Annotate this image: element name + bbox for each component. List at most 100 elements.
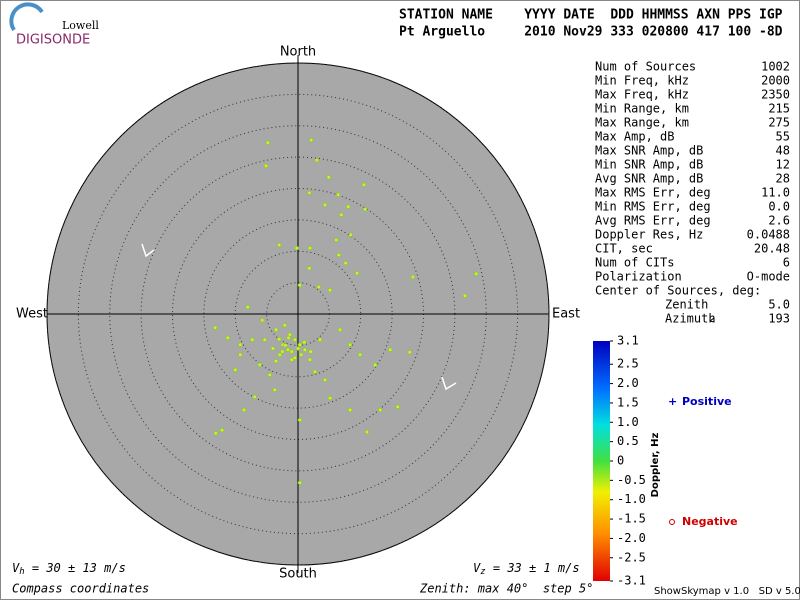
source-point xyxy=(295,346,301,351)
source-point xyxy=(213,325,218,330)
colorbar-tick-label: -2.5 xyxy=(617,550,646,564)
source-point xyxy=(361,182,366,187)
stat-label: Min Freq, kHz xyxy=(595,74,689,88)
colorbar-tick-label: -0.5 xyxy=(617,473,646,487)
source-point xyxy=(238,342,243,347)
sky-plot xyxy=(46,55,550,573)
center-title: Center of Sources, deg: xyxy=(595,284,761,298)
vz-label: Vz = 33 ± 1 m/s xyxy=(473,561,580,577)
source-point xyxy=(289,349,294,354)
logo-top: Lowell xyxy=(62,19,99,32)
source-point xyxy=(309,138,314,143)
source-point xyxy=(225,335,230,340)
stat-label: Max SNR Amp, dB xyxy=(595,144,703,158)
source-point xyxy=(213,431,218,436)
source-point xyxy=(292,355,297,361)
source-point xyxy=(354,271,360,276)
source-point xyxy=(307,266,312,271)
source-point xyxy=(307,357,313,362)
logo-swoosh xyxy=(9,2,44,32)
marker xyxy=(441,376,457,391)
source-point xyxy=(407,350,412,355)
source-point xyxy=(388,347,393,352)
source-point xyxy=(378,407,383,413)
source-point xyxy=(263,163,269,169)
source-point xyxy=(307,190,312,195)
positive-label: Positive xyxy=(682,395,732,408)
source-point xyxy=(339,212,344,217)
east-label: East xyxy=(552,307,580,322)
stat-value: 2000 xyxy=(761,74,790,88)
source-point xyxy=(302,347,308,352)
stat-label: Num of CITs xyxy=(595,256,674,270)
colorbar-tick-label: 2.5 xyxy=(617,357,639,371)
source-point xyxy=(312,369,318,374)
source-point xyxy=(348,232,353,238)
source-point xyxy=(347,407,353,413)
zenith-label: Zenith: max 40° step 5° xyxy=(419,582,593,596)
version-label: ShowSkymap v 1.0 SD v 5.0 xyxy=(654,586,800,597)
source-point xyxy=(337,327,343,332)
header-columns: STATION NAME YYYY DATE DDD HHMMSS AXN PP… xyxy=(399,8,783,23)
source-point xyxy=(395,404,400,409)
source-point xyxy=(326,175,331,180)
stat-label: Num of Sources xyxy=(595,60,696,74)
source-point xyxy=(297,342,302,347)
stat-value: 11.0 xyxy=(761,186,790,200)
stat-value: 275 xyxy=(768,116,790,130)
colorbar-tick-label: -3.1 xyxy=(617,574,646,588)
stat-value: 215 xyxy=(768,102,790,116)
source-point xyxy=(277,337,282,342)
source-point xyxy=(250,337,255,342)
colorbar-tick-label: 0 xyxy=(617,454,624,468)
colorbar-tick-label: -2.0 xyxy=(617,531,646,545)
colorbar-tick-label: 3.1 xyxy=(617,334,639,348)
stat-label: Min RMS Err, deg xyxy=(595,200,711,214)
source-point xyxy=(327,395,333,401)
source-point xyxy=(410,274,415,280)
source-point xyxy=(327,288,333,293)
source-point xyxy=(280,349,285,354)
stat-value: 6 xyxy=(783,256,790,270)
source-point xyxy=(308,349,313,354)
source-point xyxy=(299,352,304,357)
stat-value: 0.0 xyxy=(768,200,790,214)
colorbar-title: Doppler, Hz xyxy=(650,433,661,498)
stat-label: Doppler Res, Hz xyxy=(595,228,703,242)
source-point xyxy=(314,158,319,163)
azimuth-icon xyxy=(709,317,715,323)
stat-value: 55 xyxy=(776,130,790,144)
source-point xyxy=(297,283,302,288)
colorbar-tick-label: -1.5 xyxy=(617,512,646,526)
source-point xyxy=(363,207,368,212)
source-point xyxy=(233,367,238,372)
negative-marker xyxy=(669,519,675,525)
source-point xyxy=(297,480,302,485)
logo-bottom: DIGISONDE xyxy=(16,33,90,48)
source-point xyxy=(347,342,353,347)
source-point xyxy=(334,237,339,243)
coords-label: Compass coordinates xyxy=(12,582,149,596)
stat-value: 2.6 xyxy=(768,214,790,228)
source-point xyxy=(373,362,378,367)
stat-label: Max RMS Err, deg xyxy=(595,186,711,200)
center-label: Azimuth xyxy=(665,312,716,326)
source-point xyxy=(346,204,351,209)
colorbar-ticks: 3.1 2.5 2.0 1.5 1.0 0.5 0 -0.5 -1.0 -1.5 -2.0 -2.5 -… xyxy=(610,334,646,588)
stat-label: Min Range, km xyxy=(595,102,689,116)
stat-value: 48 xyxy=(776,144,790,158)
source-point xyxy=(238,352,243,357)
source-point xyxy=(260,318,265,323)
source-point xyxy=(283,343,288,348)
source-point xyxy=(336,252,341,258)
source-point xyxy=(265,140,270,145)
source-point xyxy=(322,202,328,207)
source-point xyxy=(219,427,225,433)
marker xyxy=(141,243,155,258)
source-point xyxy=(294,246,299,251)
source-point xyxy=(267,372,272,377)
stat-label: Avg RMS Err, deg xyxy=(595,214,711,228)
source-point xyxy=(358,352,363,357)
stat-label: Max Range, km xyxy=(595,116,689,130)
